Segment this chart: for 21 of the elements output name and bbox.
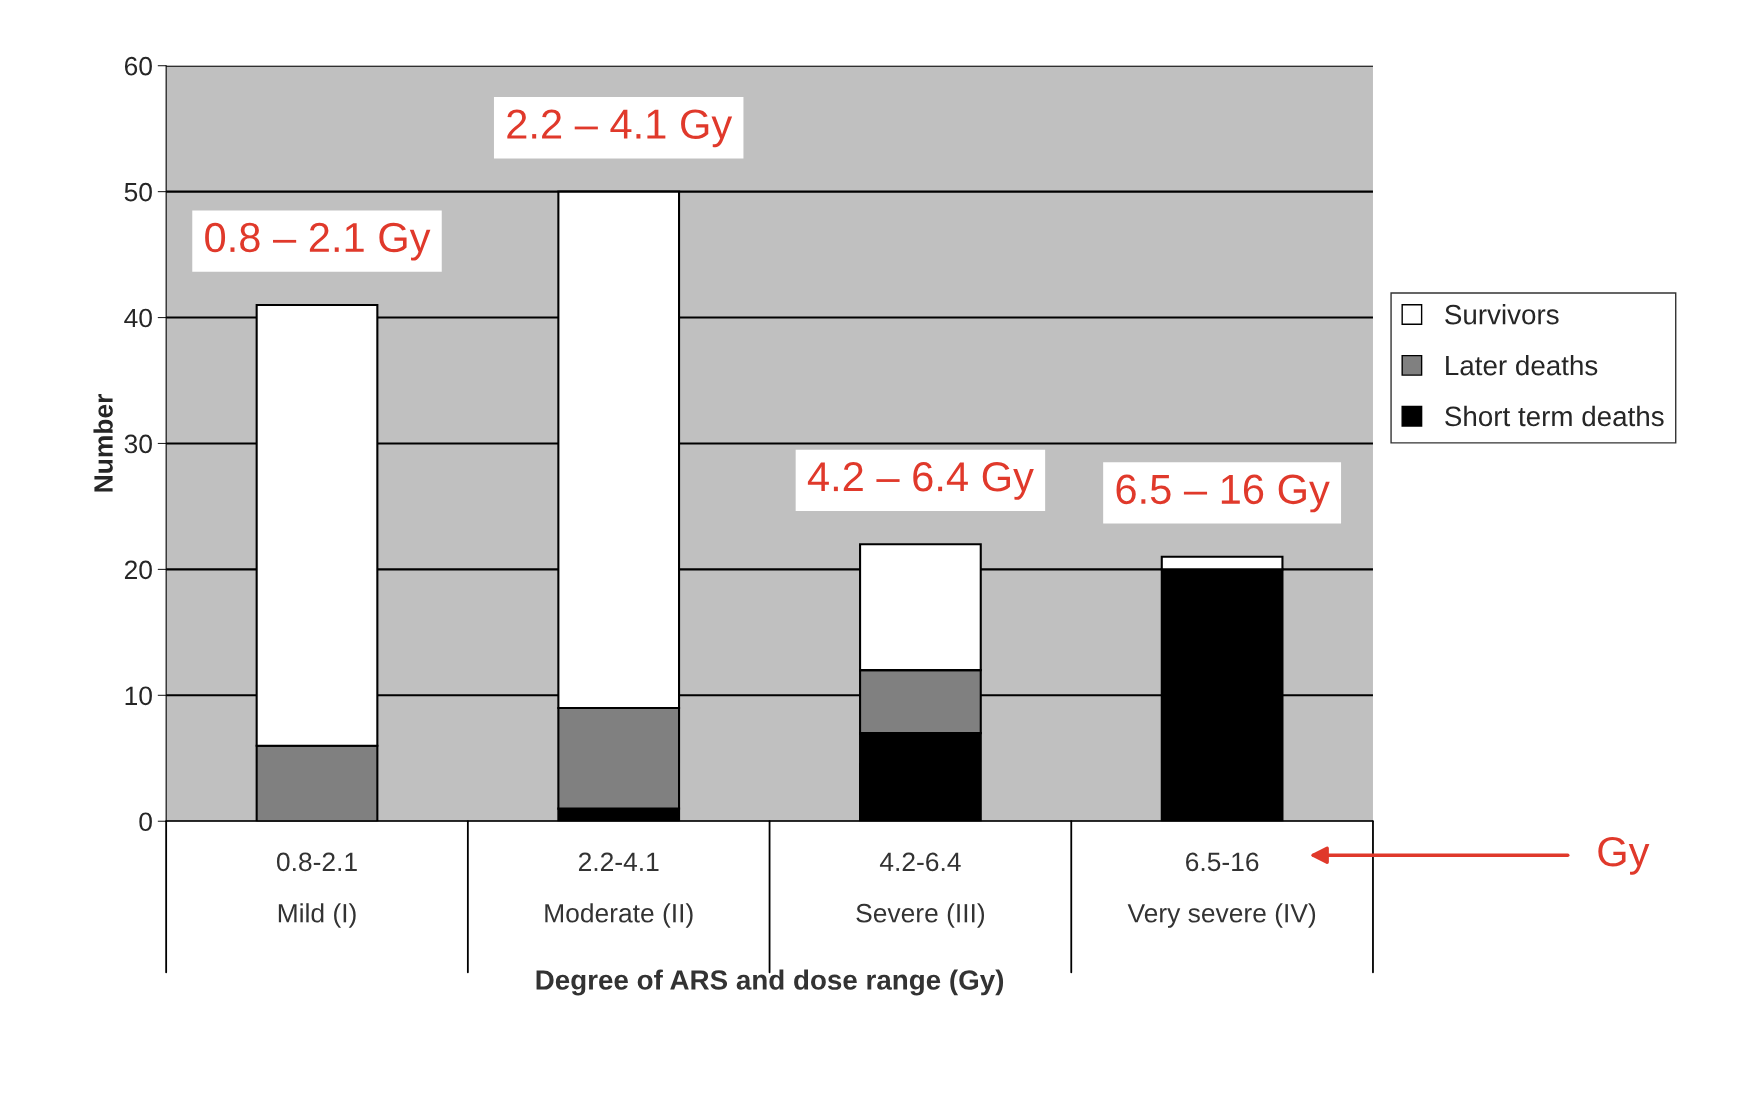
annotation: 6.5 – 16 Gy	[1116, 474, 1330, 513]
annotation: 0.8 – 2.1 Gy	[205, 222, 431, 261]
annotation: 4.2 – 6.4 Gy	[807, 462, 1034, 500]
legend-label: Short term deaths	[1445, 405, 1664, 427]
y-tick-label: 50	[124, 182, 152, 202]
y-tick-label: 20	[124, 560, 152, 580]
x-axis-title: Degree of ARS and dose range (Gy)	[536, 969, 1004, 996]
legend-label: Later deaths	[1446, 354, 1598, 376]
text: Gy	[1598, 836, 1650, 875]
annotation: 2.2 – 4.1 Gy	[507, 109, 733, 148]
category-label: 4.2-6.4 Severe (III)	[856, 852, 985, 928]
category-label: 6.5-16 Very severe (IV)	[1127, 852, 1316, 928]
y-axis-title: Number	[93, 394, 113, 492]
y-tick-label: 60	[124, 56, 152, 76]
y-tick-label: 40	[124, 308, 152, 328]
y-tick-label: 10	[125, 686, 152, 706]
category-label: 0.8-2.1 Mild (I)	[276, 852, 357, 928]
legend-label: Survivors	[1445, 304, 1559, 325]
y-tick-label: 0	[139, 812, 152, 832]
category-label: 2.2-4.1 Moderate (II)	[545, 852, 693, 928]
y-tick-label: 30	[124, 434, 152, 454]
